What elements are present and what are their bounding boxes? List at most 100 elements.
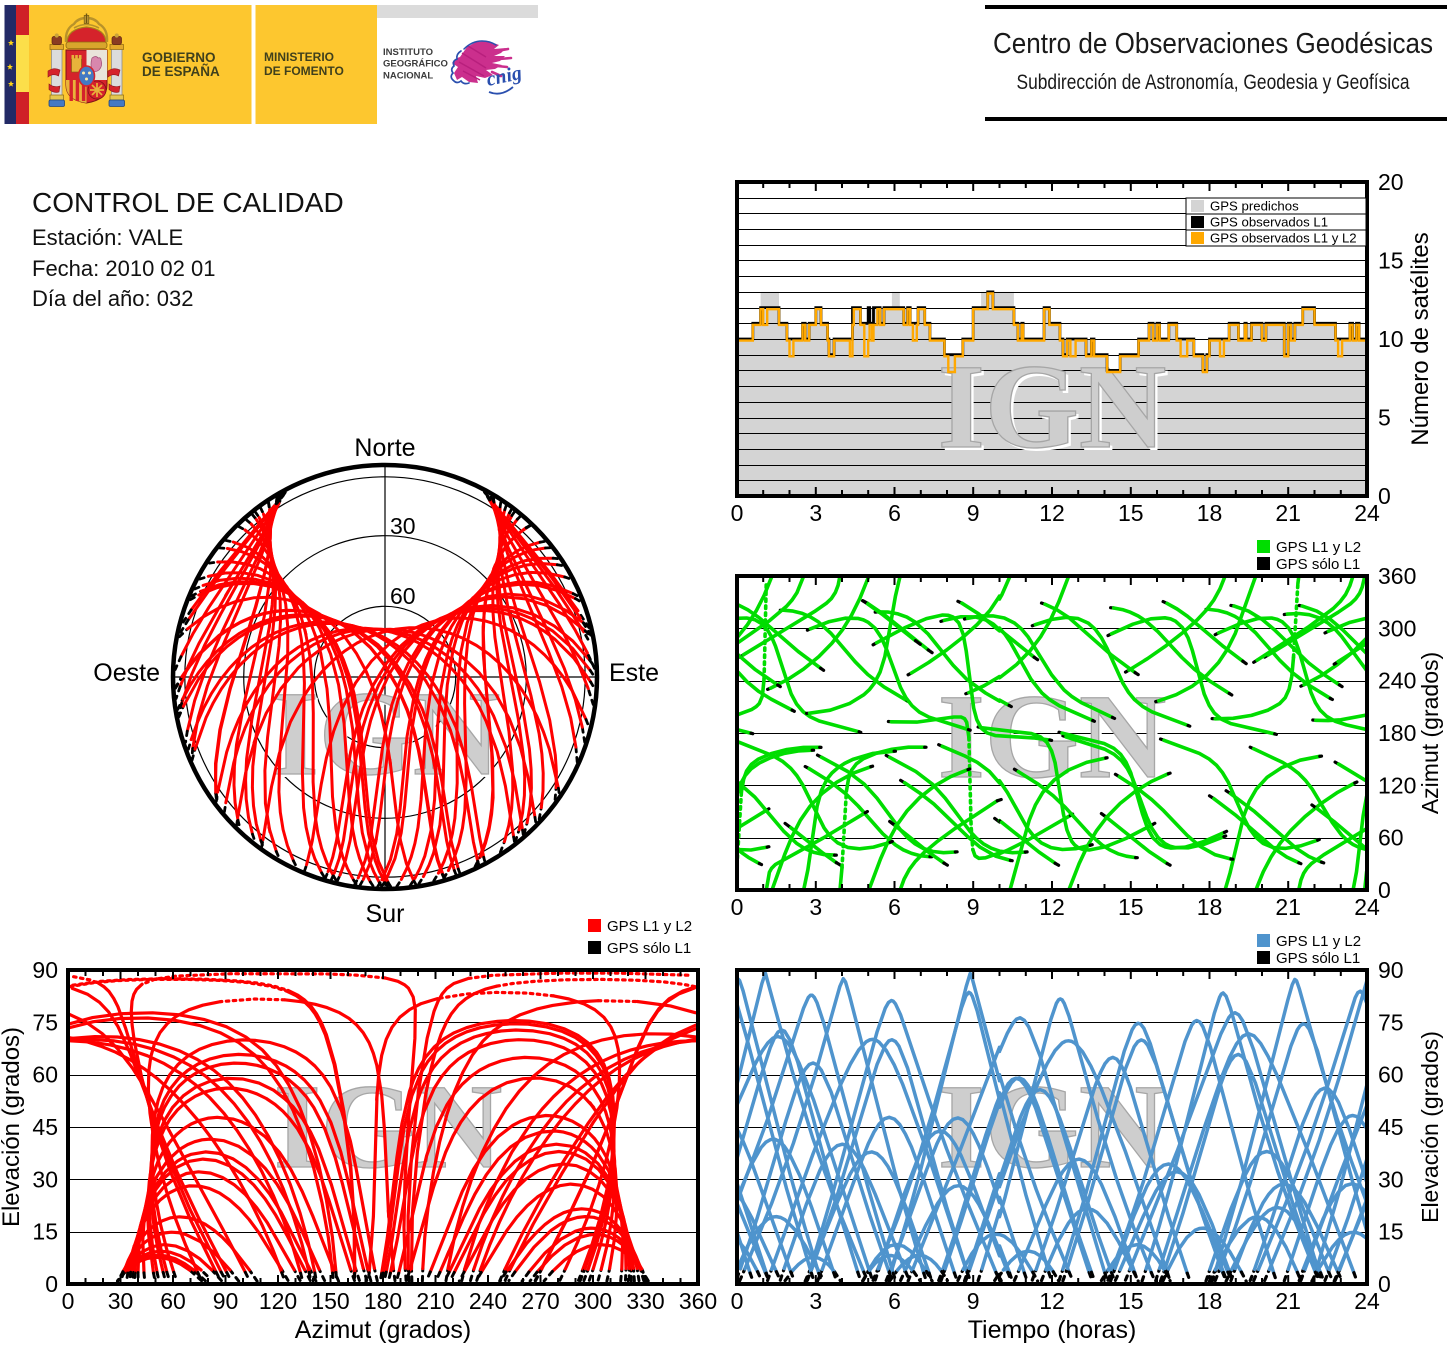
svg-text:DE ESPAÑA: DE ESPAÑA — [142, 64, 220, 79]
svg-text:DE FOMENTO: DE FOMENTO — [264, 64, 344, 78]
svg-text:IGN: IGN — [941, 343, 1170, 477]
svg-text:24: 24 — [1354, 894, 1380, 920]
svg-text:GPS L1 y L2: GPS L1 y L2 — [1276, 933, 1361, 950]
svg-text:GEOGRÁFICO: GEOGRÁFICO — [383, 59, 448, 70]
svg-text:15: 15 — [1118, 500, 1144, 526]
svg-text:Elevación (grados): Elevación (grados) — [1417, 1031, 1443, 1223]
svg-text:90: 90 — [1378, 957, 1404, 983]
svg-text:24: 24 — [1354, 500, 1380, 526]
svg-text:0: 0 — [1378, 483, 1391, 509]
svg-text:Azimut (grados): Azimut (grados) — [1417, 652, 1443, 814]
svg-text:45: 45 — [1378, 1114, 1404, 1140]
svg-text:GPS observados L1: GPS observados L1 — [1210, 215, 1328, 230]
svg-text:GPS L1 y L2: GPS L1 y L2 — [1276, 539, 1361, 556]
svg-text:GOBIERNO: GOBIERNO — [142, 50, 216, 65]
svg-text:GPS sólo L1: GPS sólo L1 — [1276, 556, 1360, 573]
svg-text:NACIONAL: NACIONAL — [383, 71, 433, 82]
svg-text:0: 0 — [731, 1288, 744, 1314]
svg-text:21: 21 — [1275, 500, 1301, 526]
svg-text:Centro de Observaciones Geodés: Centro de Observaciones Geodésicas — [993, 28, 1433, 60]
svg-text:150: 150 — [311, 1288, 349, 1314]
svg-text:Azimut (grados): Azimut (grados) — [295, 1316, 471, 1344]
svg-text:240: 240 — [469, 1288, 507, 1314]
svg-text:9: 9 — [967, 500, 980, 526]
svg-text:21: 21 — [1275, 1288, 1301, 1314]
svg-text:Este: Este — [609, 659, 659, 687]
svg-text:GPS observados L1 y L2: GPS observados L1 y L2 — [1210, 231, 1357, 246]
svg-text:Fecha: 2010 02 01: Fecha: 2010 02 01 — [32, 256, 215, 281]
svg-text:30: 30 — [1378, 1166, 1404, 1192]
svg-text:0: 0 — [45, 1271, 58, 1297]
svg-text:12: 12 — [1039, 500, 1065, 526]
svg-text:GPS sólo L1: GPS sólo L1 — [607, 940, 691, 957]
svg-text:120: 120 — [1378, 772, 1416, 798]
svg-text:60: 60 — [160, 1288, 186, 1314]
svg-text:15: 15 — [1378, 248, 1404, 274]
svg-text:Subdirección de Astronomía, Ge: Subdirección de Astronomía, Geodesia y G… — [1017, 71, 1410, 94]
svg-text:18: 18 — [1197, 500, 1223, 526]
svg-text:60: 60 — [1378, 825, 1404, 851]
svg-text:180: 180 — [364, 1288, 402, 1314]
svg-text:Oeste: Oeste — [93, 659, 160, 687]
svg-text:240: 240 — [1378, 668, 1416, 694]
svg-text:300: 300 — [574, 1288, 612, 1314]
svg-text:12: 12 — [1039, 1288, 1065, 1314]
svg-text:Sur: Sur — [366, 900, 405, 928]
svg-text:60: 60 — [32, 1062, 58, 1088]
svg-text:0: 0 — [1378, 1271, 1391, 1297]
svg-text:5: 5 — [1378, 405, 1391, 431]
svg-text:GPS L1 y L2: GPS L1 y L2 — [607, 918, 692, 935]
svg-text:90: 90 — [213, 1288, 239, 1314]
svg-text:18: 18 — [1197, 1288, 1223, 1314]
svg-text:6: 6 — [888, 1288, 901, 1314]
svg-text:0: 0 — [1378, 877, 1391, 903]
svg-text:CONTROL DE CALIDAD: CONTROL DE CALIDAD — [32, 187, 344, 218]
svg-text:Tiempo (horas): Tiempo (horas) — [968, 1316, 1137, 1344]
svg-text:20: 20 — [1378, 169, 1404, 195]
svg-text:270: 270 — [521, 1288, 559, 1314]
svg-text:10: 10 — [1378, 326, 1404, 352]
svg-text:6: 6 — [888, 894, 901, 920]
svg-text:GPS sólo L1: GPS sólo L1 — [1276, 950, 1360, 967]
svg-text:Elevación (grados): Elevación (grados) — [0, 1027, 25, 1227]
svg-text:6: 6 — [888, 500, 901, 526]
svg-text:24: 24 — [1354, 1288, 1380, 1314]
svg-text:3: 3 — [809, 500, 822, 526]
svg-text:GPS predichos: GPS predichos — [1210, 199, 1299, 214]
svg-text:Día del año: 032: Día del año: 032 — [32, 286, 193, 311]
svg-text:210: 210 — [416, 1288, 454, 1314]
svg-text:INSTITUTO: INSTITUTO — [383, 47, 433, 58]
svg-text:45: 45 — [32, 1114, 58, 1140]
svg-text:Norte: Norte — [354, 434, 415, 462]
svg-text:30: 30 — [390, 513, 416, 539]
svg-text:Número de satélites: Número de satélites — [1407, 232, 1434, 445]
svg-text:3: 3 — [809, 1288, 822, 1314]
svg-text:360: 360 — [679, 1288, 717, 1314]
svg-text:75: 75 — [32, 1009, 58, 1035]
svg-text:15: 15 — [1118, 894, 1144, 920]
svg-text:60: 60 — [390, 583, 416, 609]
svg-text:60: 60 — [1378, 1062, 1404, 1088]
svg-text:300: 300 — [1378, 615, 1416, 641]
svg-text:15: 15 — [32, 1219, 58, 1245]
svg-text:18: 18 — [1197, 894, 1223, 920]
svg-text:21: 21 — [1275, 894, 1301, 920]
svg-text:0: 0 — [62, 1288, 75, 1314]
svg-text:180: 180 — [1378, 720, 1416, 746]
svg-text:IGN: IGN — [938, 340, 1167, 474]
svg-text:0: 0 — [731, 894, 744, 920]
svg-text:360: 360 — [1378, 563, 1416, 589]
svg-text:15: 15 — [1118, 1288, 1144, 1314]
svg-text:90: 90 — [32, 957, 58, 983]
svg-text:15: 15 — [1378, 1219, 1404, 1245]
svg-text:MINISTERIO: MINISTERIO — [264, 50, 334, 64]
svg-text:30: 30 — [108, 1288, 134, 1314]
svg-text:30: 30 — [32, 1166, 58, 1192]
svg-text:Estación: VALE: Estación: VALE — [32, 225, 183, 250]
svg-text:3: 3 — [809, 894, 822, 920]
svg-text:9: 9 — [967, 894, 980, 920]
svg-text:330: 330 — [626, 1288, 664, 1314]
svg-text:12: 12 — [1039, 894, 1065, 920]
svg-text:120: 120 — [259, 1288, 297, 1314]
svg-text:0: 0 — [731, 500, 744, 526]
